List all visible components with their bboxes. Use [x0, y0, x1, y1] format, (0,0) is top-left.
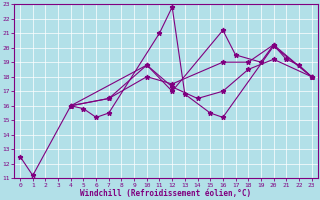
X-axis label: Windchill (Refroidissement éolien,°C): Windchill (Refroidissement éolien,°C) — [80, 189, 252, 198]
